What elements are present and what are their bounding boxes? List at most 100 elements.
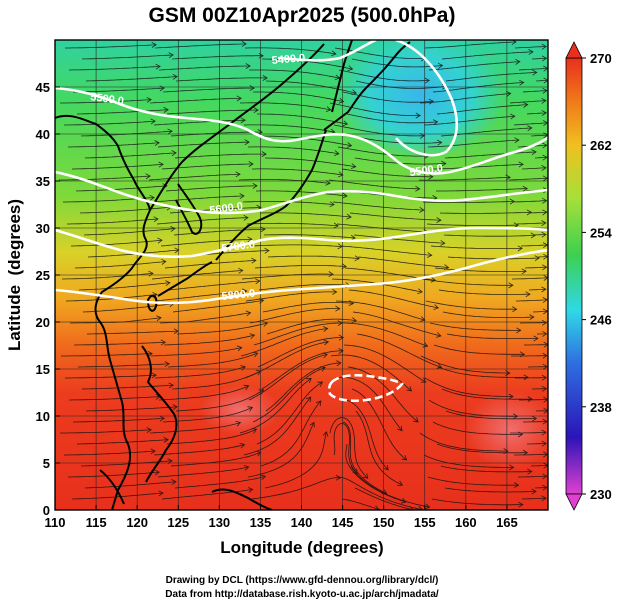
streamline-arrow [172, 73, 178, 80]
streamline-arrow [541, 385, 548, 392]
streamline-arrow [518, 161, 524, 168]
streamline-149 [532, 310, 548, 313]
streamline-145 [172, 300, 264, 313]
streamline-184 [424, 377, 513, 397]
streamline-arrow [518, 501, 524, 508]
streamline-arrow [514, 137, 520, 144]
streamline-51 [350, 135, 442, 144]
streamline-arrow [145, 173, 151, 180]
streamline-arrow [322, 431, 329, 437]
streamline-148 [442, 311, 534, 318]
streamline-58 [427, 139, 519, 148]
x-tick-label: 145 [332, 515, 354, 530]
streamline-arrow [150, 448, 156, 455]
streamline-94 [439, 211, 532, 214]
streamline-144 [82, 303, 174, 313]
streamline-163 [163, 334, 255, 346]
streamline-arrow [252, 351, 259, 358]
streamline-arrow [430, 276, 437, 283]
streamline-arrow [530, 232, 536, 239]
coastline-korea [175, 183, 203, 235]
streamline-186 [82, 384, 174, 390]
streamline-246 [71, 492, 164, 500]
streamline-arrow [523, 101, 529, 108]
colorbar-tick-label: 262 [590, 138, 612, 153]
streamline-arrow [164, 361, 170, 367]
streamline-207 [342, 421, 387, 494]
streamline-130 [421, 278, 513, 286]
streamline-245 [534, 487, 548, 489]
footer-credit-data: Data from http://database.rish.kyoto-u.a… [165, 589, 439, 600]
streamline-197 [519, 399, 548, 401]
streamline-88 [422, 201, 515, 203]
streamline-242 [264, 431, 327, 489]
contour-labels: 5400.0 5500.0 5500.0 5600.0 5700.0 5800.… [90, 52, 444, 303]
colorbar-scale [565, 57, 583, 495]
streamline-234 [68, 471, 160, 478]
streamline-135 [348, 289, 439, 309]
streamline-156 [87, 330, 179, 335]
streamline-arrow [160, 339, 166, 346]
streamline-166 [433, 344, 525, 355]
streamline-arrow [262, 75, 268, 81]
streamline-247 [161, 489, 253, 500]
streamline-236 [247, 422, 315, 478]
streamline-arrow [527, 396, 533, 403]
streamline-arrow [171, 150, 177, 157]
contour-label-5500-west: 5500.0 [90, 91, 125, 108]
streamline-arrow [336, 360, 342, 367]
streamline-104 [263, 234, 356, 239]
streamline-106 [443, 234, 536, 237]
streamline-arrow [509, 464, 515, 471]
contour-5400-ring [395, 40, 459, 157]
streamline-164 [253, 322, 342, 346]
contour-5700 [55, 226, 548, 259]
streamline-235 [157, 466, 249, 478]
contour-5800 [55, 248, 548, 305]
streamline-22 [445, 72, 537, 82]
streamline-146 [262, 302, 354, 313]
streamline-arrow [543, 77, 548, 84]
streamline-74 [238, 179, 331, 184]
streamline-192 [69, 396, 161, 401]
streamline-arrow [401, 455, 408, 461]
colorbar-tick-label: 270 [590, 51, 612, 66]
coastline-borneo [99, 469, 125, 505]
streamline-32 [240, 102, 331, 111]
y-tick-label: 35 [36, 174, 50, 189]
x-tick-label: 115 [86, 515, 107, 530]
streamline-arrow [328, 271, 334, 278]
y-tick-label: 0 [43, 503, 50, 518]
streamline-100 [426, 223, 519, 226]
streamline-arrow [241, 41, 247, 47]
streamline-16 [428, 61, 520, 71]
streamline-199 [175, 389, 264, 412]
streamline-151 [159, 312, 251, 324]
streamline-139 [155, 290, 247, 302]
streamline-98 [246, 222, 339, 227]
streamline-arrow [528, 49, 534, 55]
streamline-arrow [243, 465, 250, 471]
streamline-arrow [521, 268, 527, 275]
streamline-57 [337, 146, 429, 157]
contour-label-5500-east: 5500.0 [409, 162, 444, 179]
streamline-222 [64, 450, 156, 456]
streamline-217 [166, 428, 257, 445]
cold-pool [335, 40, 505, 160]
streamline-arrow [531, 415, 538, 422]
streamline-arrow [346, 142, 353, 148]
streamline-arrow [325, 106, 332, 112]
streamline-arrow [158, 490, 164, 497]
streamline-232 [440, 465, 532, 473]
streamline-23 [535, 79, 548, 82]
streamline-0 [65, 44, 157, 49]
streamline-219 [345, 443, 406, 503]
streamline-64 [444, 151, 537, 159]
streamline-arrow [170, 226, 176, 232]
streamline-arrow [317, 381, 324, 387]
coastline-taiwan [147, 294, 158, 312]
streamline-arrow [244, 139, 250, 146]
streamline-arrow [542, 297, 548, 303]
warm-spot [465, 390, 548, 470]
